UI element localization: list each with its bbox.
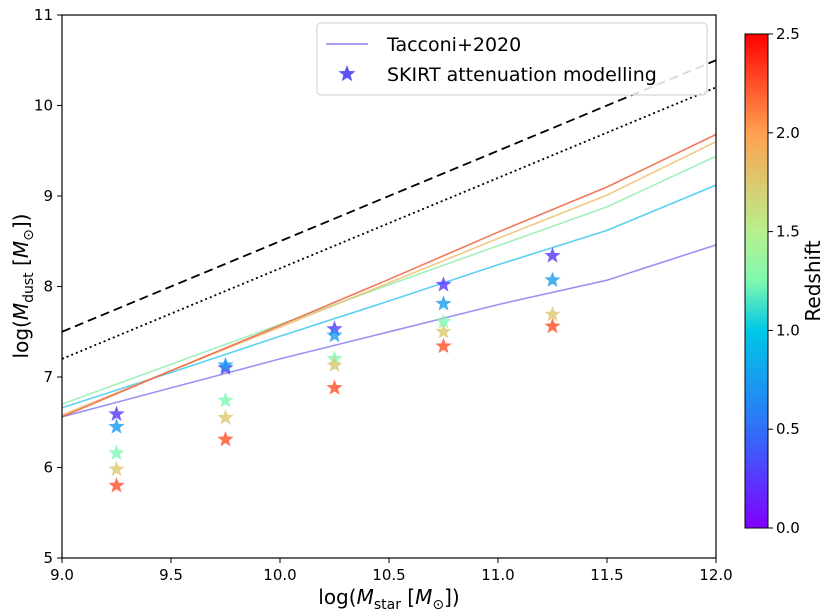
legend-box (316, 22, 708, 96)
colorbar-tick-label: 2.0 (776, 124, 800, 142)
x-tick-label: 11.5 (590, 566, 623, 584)
x-tick-label: 9.5 (159, 566, 183, 584)
skirt-point (217, 430, 234, 447)
colorbar: 0.0 0.5 1.0 1.5 2.0 2.5 Redshift (744, 25, 825, 537)
legend-skirt-swatch (338, 65, 356, 82)
plot-area: 9.0 9.5 10.0 10.5 11.0 11.5 12.0 5 6 7 8 9 10 11 (34, 6, 733, 584)
skirt-point (544, 271, 561, 288)
x-tick-label: 10.5 (372, 566, 405, 584)
skirt-point (326, 379, 343, 395)
skirt-point (217, 356, 234, 373)
x-axis-label: log(Mstar [M⊙]) (318, 585, 459, 613)
colorbar-tick-label: 0.5 (776, 420, 800, 438)
skirt-point (108, 405, 125, 421)
skirt-point (435, 337, 452, 354)
colorbar-label: Redshift (801, 240, 825, 321)
skirt-point (108, 477, 125, 493)
skirt-point (108, 460, 125, 477)
tacconi-line-z0.75 (62, 184, 716, 409)
skirt-point (326, 326, 343, 343)
reference-line-dotted (62, 86, 716, 360)
y-tick-label: 6 (43, 459, 53, 477)
y-axis-label: log(Mdust [M⊙]) (9, 214, 37, 359)
y-tick-label: 7 (43, 368, 53, 386)
y-tick-label: 10 (34, 97, 53, 115)
series-layer (62, 59, 716, 418)
colorbar-tick-label: 1.5 (776, 223, 800, 241)
skirt-point (435, 276, 452, 292)
x-tick-label: 11.0 (481, 566, 514, 584)
skirt-point (217, 392, 234, 408)
skirt-point (435, 313, 452, 329)
colorbar-tick-label: 0.0 (776, 519, 800, 537)
x-tick-label: 9.0 (50, 566, 74, 584)
tacconi-line-z1.25 (62, 155, 716, 405)
y-tick-label: 11 (34, 6, 53, 24)
skirt-point (435, 295, 452, 311)
plot-frame (61, 14, 717, 559)
tacconi-line-z1.75 (62, 140, 716, 416)
skirt-point (217, 409, 234, 425)
skirt-point (544, 317, 561, 334)
y-tick-label: 9 (43, 187, 53, 205)
reference-line-dashed (62, 59, 716, 333)
colorbar-ticks: 0.0 0.5 1.0 1.5 2.0 2.5 (768, 25, 800, 537)
skirt-point (108, 444, 125, 460)
skirt-point (326, 356, 343, 373)
colorbar-gradient (744, 33, 769, 529)
tacconi-line-z2.25 (62, 133, 716, 418)
skirt-point (108, 418, 125, 434)
colorbar-tick-label: 2.5 (776, 25, 800, 43)
colorbar-tick-label: 1.0 (776, 321, 800, 339)
skirt-point (544, 306, 561, 322)
points-layer (108, 247, 561, 493)
x-tick-label: 10.0 (263, 566, 296, 584)
x-tick-label: 12.0 (699, 566, 732, 584)
ticks-layer: 9.0 9.5 10.0 10.5 11.0 11.5 12.0 5 6 7 8 9 10 11 (34, 6, 733, 584)
y-tick-label: 8 (43, 278, 53, 296)
skirt-point (435, 323, 452, 339)
legend-tacconi-label: Tacconi+2020 (386, 34, 521, 56)
legend-skirt-label: SKIRT attenuation modelling (387, 64, 657, 86)
skirt-point (544, 247, 561, 263)
y-tick-label: 5 (43, 549, 53, 567)
legend: Tacconi+2020 SKIRT attenuation modelling (316, 22, 708, 96)
tacconi-line-z0.25 (62, 244, 716, 418)
